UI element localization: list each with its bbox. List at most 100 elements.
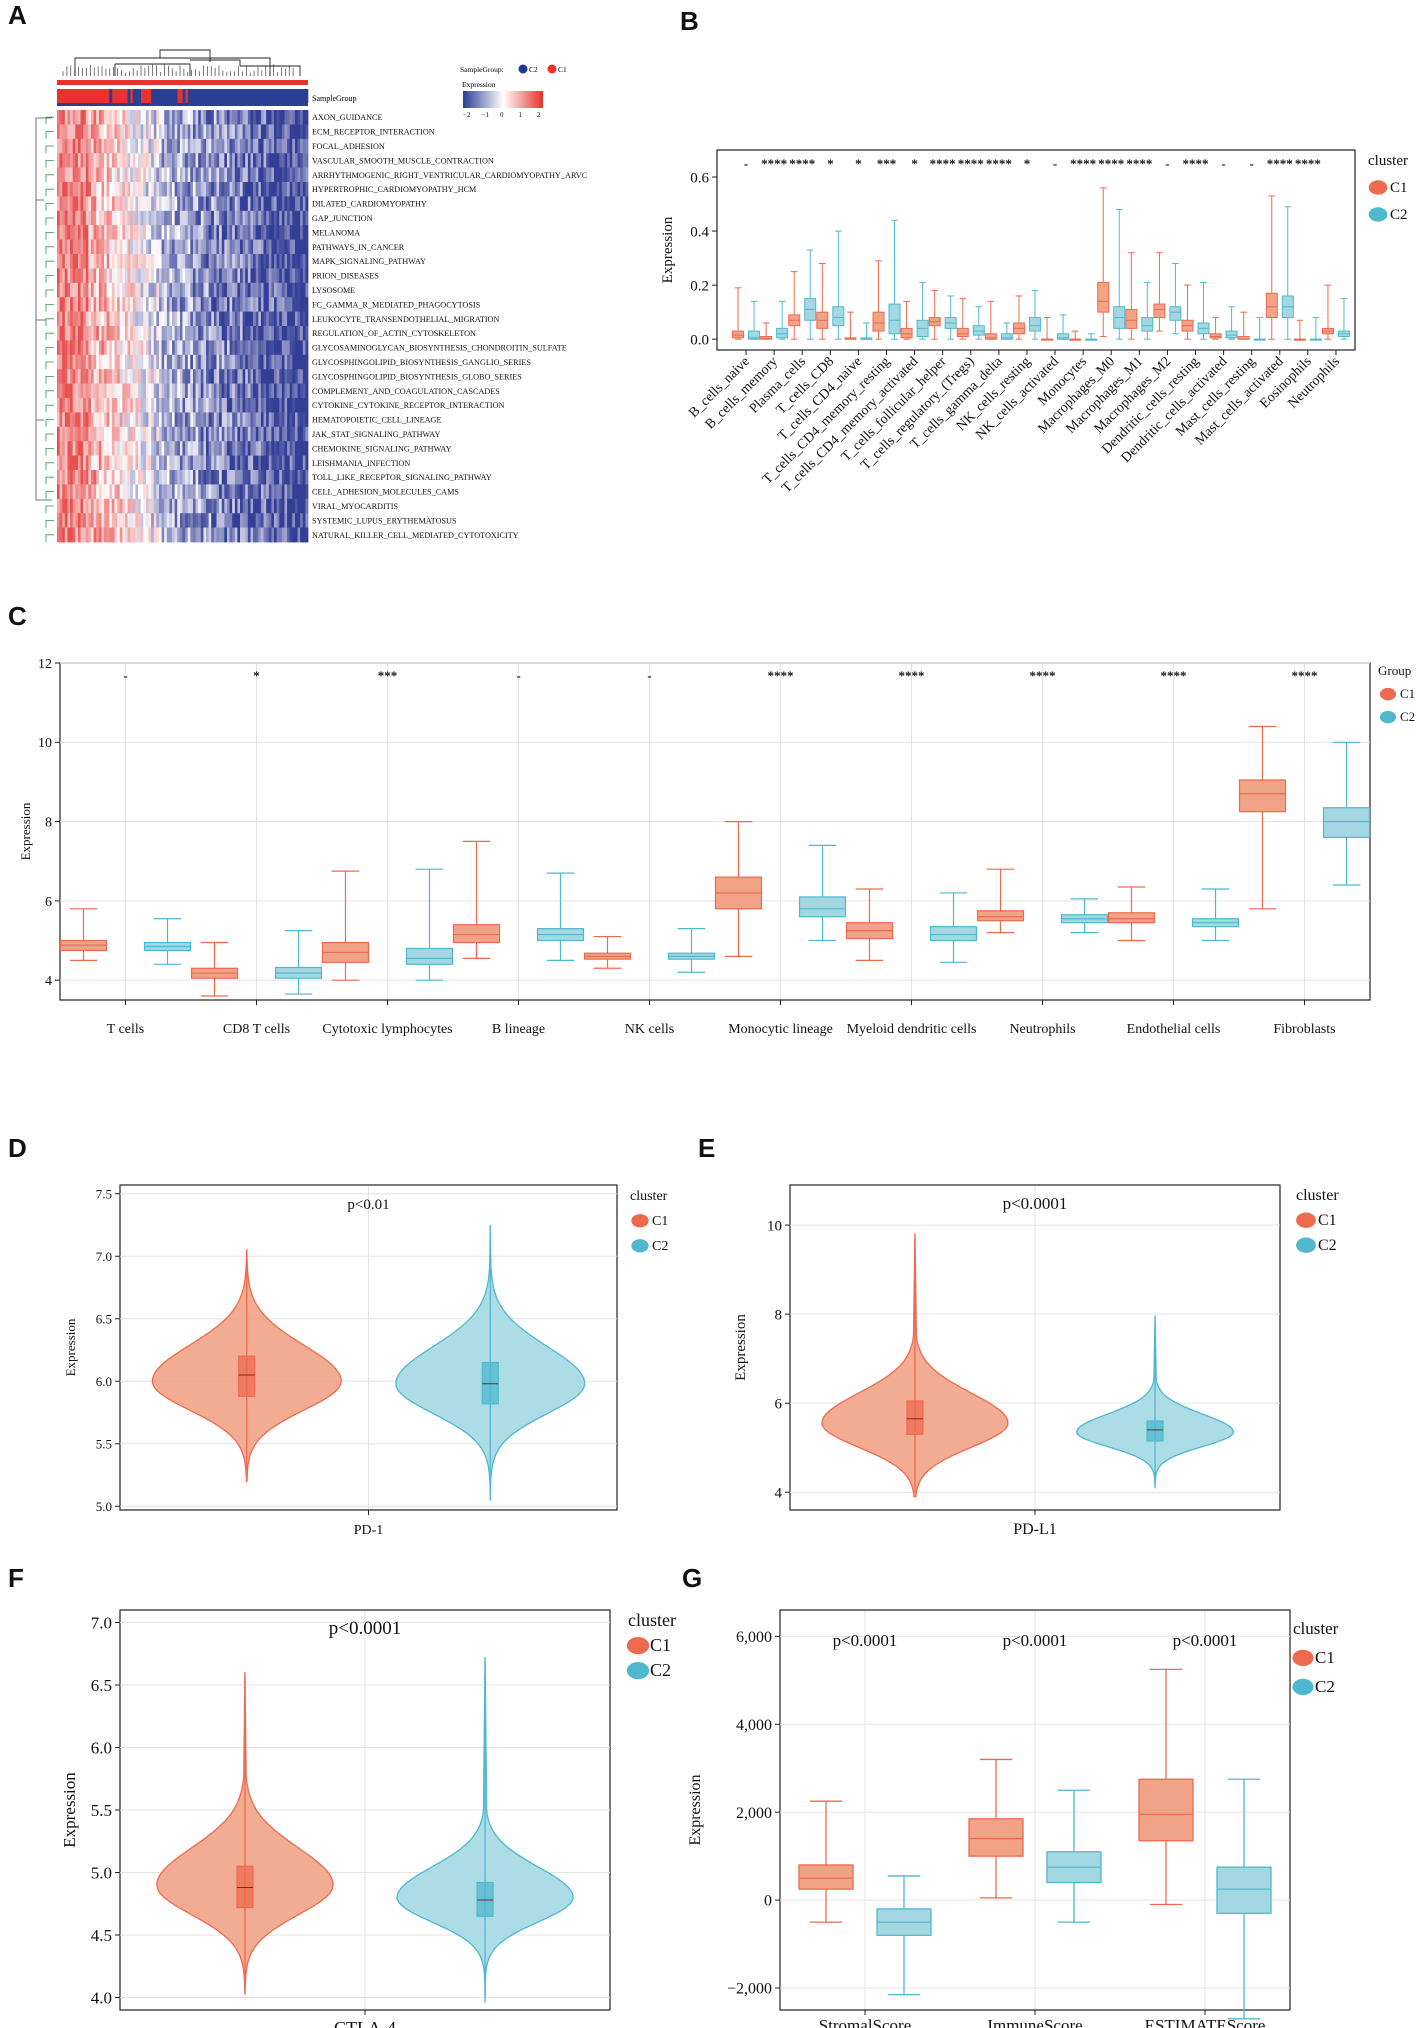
heatmap-cell — [187, 354, 191, 370]
heatmap-cell — [138, 282, 142, 298]
heatmap-cell — [122, 326, 126, 341]
heatmap-cell — [305, 138, 309, 154]
heatmap-cell — [72, 383, 76, 399]
heatmap-cell — [221, 268, 225, 284]
heatmap-cell — [247, 513, 251, 528]
heatmap-cell — [179, 398, 183, 413]
heatmap-cell — [177, 470, 181, 485]
heatmap-cell — [245, 398, 249, 413]
heatmap-cell — [151, 225, 155, 240]
heatmap-cell — [297, 484, 301, 500]
heatmap-cell — [260, 282, 264, 298]
heatmap-cell — [187, 441, 191, 456]
heatmap-cell — [203, 167, 207, 183]
heatmap-cell — [164, 239, 168, 255]
heatmap-cell — [198, 383, 202, 399]
heatmap-cell — [287, 340, 291, 356]
heatmap-cell — [161, 311, 165, 327]
heatmap-cell — [279, 311, 283, 327]
heatmap-cell — [271, 383, 275, 399]
heatmap-cell — [198, 282, 202, 298]
annotation-c2-sample — [276, 89, 280, 103]
heatmap-cell — [224, 340, 228, 356]
annotation-c2-sample — [255, 89, 259, 103]
heatmap-cell — [208, 225, 212, 240]
significance-mast-cells-activated: **** — [1267, 156, 1293, 171]
heatmap-cell — [127, 398, 131, 413]
heatmap-cell — [57, 311, 61, 327]
heatmap-cell — [287, 484, 291, 500]
heatmap-cell — [258, 297, 262, 312]
heatmap-cell — [83, 110, 87, 125]
heatmap-cell — [292, 254, 296, 269]
heatmap-cell — [300, 297, 304, 312]
annotation-c2-sample — [229, 89, 233, 103]
heatmap-cell — [185, 110, 189, 125]
heatmap-cell — [96, 398, 100, 413]
heatmap-cell — [75, 110, 79, 125]
heatmap-cell — [80, 412, 84, 428]
heatmap-cell — [72, 498, 76, 514]
heatmap-cell — [297, 268, 301, 284]
heatmap-cell — [208, 167, 212, 183]
heatmap-cell — [119, 498, 123, 514]
heatmap-cell — [287, 282, 291, 298]
heatmap-cell — [96, 138, 100, 154]
heatmap-cell — [279, 153, 283, 168]
heatmap-cell — [101, 182, 105, 197]
heatmap-cell — [90, 225, 94, 240]
heatmap-cell — [260, 513, 264, 528]
heatmap-cell — [70, 167, 74, 183]
heatmap-cell — [77, 354, 81, 370]
heatmap-cell — [119, 311, 123, 327]
heatmap-cell — [106, 182, 110, 197]
heatmap-cell — [114, 196, 118, 212]
heatmap-cell — [206, 138, 210, 154]
heatmap-cell — [151, 239, 155, 255]
box-c1-b-cells-naive — [732, 330, 745, 339]
heatmap-cell — [109, 369, 113, 384]
heatmap-cell — [234, 110, 238, 125]
y-tick-label: 4 — [45, 974, 52, 989]
dendrogram-lines — [74, 49, 301, 76]
heatmap-cell — [297, 455, 301, 471]
heatmap-cell — [203, 455, 207, 471]
heatmap-cell — [242, 369, 246, 384]
heatmap-cell — [203, 282, 207, 298]
heatmap-cell — [226, 297, 230, 312]
box-c1-t-cells-cd4-memory-resting — [872, 311, 885, 332]
heatmap-cell — [80, 196, 84, 212]
heatmap-cell — [300, 282, 304, 298]
heatmap-cell — [117, 153, 121, 168]
heatmap-cell — [169, 455, 173, 471]
heatmap-cell — [237, 383, 241, 399]
heatmap-cell — [93, 225, 97, 240]
heatmap-cell — [216, 369, 220, 384]
heatmap-cell — [130, 398, 134, 413]
heatmap-cell — [274, 441, 278, 456]
heatmap-cell — [226, 441, 230, 456]
heatmap-cell — [77, 326, 81, 341]
heatmap-cell — [101, 239, 105, 255]
heatmap-cell — [274, 167, 278, 183]
heatmap-cell — [119, 196, 123, 212]
heatmap-cell — [117, 225, 121, 240]
heatmap-cell — [268, 196, 272, 212]
heatmap-cell — [260, 196, 264, 212]
heatmap-cell — [271, 297, 275, 312]
heatmap-cell — [77, 110, 81, 125]
heatmap-cell — [302, 182, 306, 197]
heatmap-cell — [179, 153, 183, 168]
heatmap-cell — [263, 254, 267, 269]
heatmap-cell — [132, 455, 136, 471]
heatmap-cell — [294, 153, 298, 168]
heatmap-cell — [300, 426, 304, 442]
heatmap-cell — [287, 441, 291, 456]
heatmap-cell — [62, 239, 66, 255]
heatmap-cell — [271, 153, 275, 168]
heatmap-cell — [182, 297, 186, 312]
heatmap-cell — [250, 282, 254, 298]
heatmap-cell — [72, 484, 76, 500]
heatmap-cell — [224, 513, 228, 528]
heatmap-cell — [305, 513, 309, 528]
